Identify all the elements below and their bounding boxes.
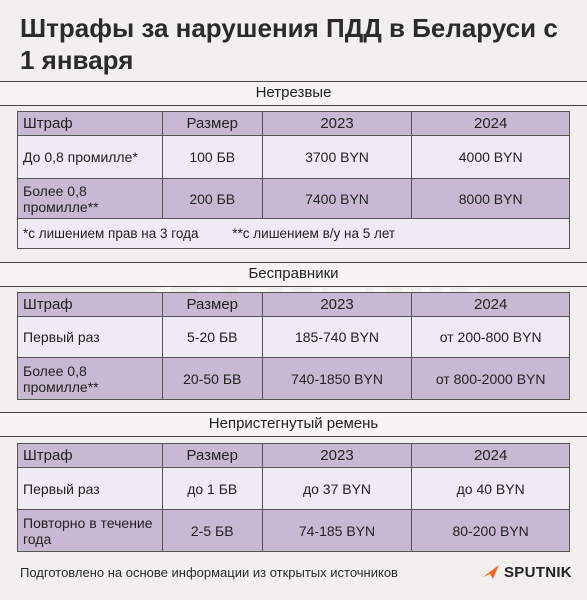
column-header-amount: Размер: [161, 111, 263, 136]
logo-text: SPUTNIK: [504, 563, 572, 581]
cell-2024: от 800-2000 BYN: [411, 357, 570, 400]
column-header-amount: Размер: [161, 292, 263, 317]
cell-2024: от 200-800 BYN: [411, 316, 570, 358]
cell-fine: Повторно в течение года: [17, 509, 163, 552]
footnote-license-3-years: *с лишением прав на 3 года: [23, 226, 199, 241]
column-header-amount: Размер: [161, 443, 263, 468]
table-row: Повторно в течение года 2-5 БВ 74-185 BY…: [17, 509, 570, 552]
column-header-fine: Штраф: [17, 292, 163, 317]
sputnik-logo: SPUTNIK: [482, 561, 572, 583]
column-header-2023: 2023: [261, 111, 413, 136]
column-header-2023: 2023: [261, 292, 413, 317]
cell-fine: До 0,8 промилле*: [17, 135, 163, 179]
cell-2023: 740-1850 BYN: [261, 357, 413, 400]
table-drunk: Штраф Размер 2023 2024 До 0,8 промилле* …: [17, 111, 570, 249]
cell-fine: Первый раз: [17, 467, 163, 510]
column-header-2024: 2024: [411, 292, 570, 317]
page-title: Штрафы за нарушения ПДД в Беларуси с 1 я…: [20, 13, 558, 75]
cell-amount: 100 БВ: [161, 135, 263, 179]
table-row: Более 0,8 промилле** 20-50 БВ 740-1850 B…: [17, 357, 570, 400]
column-header-fine: Штраф: [17, 443, 163, 468]
table-header-row: Штраф Размер 2023 2024: [17, 443, 570, 468]
column-header-fine: Штраф: [17, 111, 163, 136]
cell-2023: 74-185 BYN: [261, 509, 413, 552]
section-header-unlicensed: Бесправники: [0, 262, 587, 287]
source-note: Подготовлено на основе информации из отк…: [20, 565, 398, 580]
table-header-row: Штраф Размер 2023 2024: [17, 292, 570, 317]
table-row: Первый раз 5-20 БВ 185-740 BYN от 200-80…: [17, 316, 570, 358]
table-header-row: Штраф Размер 2023 2024: [17, 111, 570, 136]
column-header-2024: 2024: [411, 111, 570, 136]
cell-2024: до 40 BYN: [411, 467, 570, 510]
footnote-row: *с лишением прав на 3 года **с лишением …: [17, 218, 570, 249]
cell-2023: 7400 BYN: [261, 178, 413, 219]
section-header-seatbelt: Непристегнутый ремень: [0, 412, 587, 437]
section-header-drunk: Нетрезвые: [0, 81, 587, 106]
table-unlicensed: Штраф Размер 2023 2024 Первый раз 5-20 Б…: [17, 292, 570, 400]
footnote-cell: *с лишением прав на 3 года **с лишением …: [17, 218, 570, 249]
table-row: Более 0,8 промилле** 200 БВ 7400 BYN 800…: [17, 178, 570, 219]
table-row: До 0,8 промилле* 100 БВ 3700 BYN 4000 BY…: [17, 135, 570, 179]
table-seatbelt: Штраф Размер 2023 2024 Первый раз до 1 Б…: [17, 443, 570, 552]
cell-2023: 185-740 BYN: [261, 316, 413, 358]
cell-2024: 4000 BYN: [411, 135, 570, 179]
cell-amount: 2-5 БВ: [161, 509, 263, 552]
column-header-2023: 2023: [261, 443, 413, 468]
footnote-license-5-years: **с лишением в/у на 5 лет: [232, 226, 396, 241]
cell-amount: 20-50 БВ: [161, 357, 263, 400]
table-row: Первый раз до 1 БВ до 37 BYN до 40 BYN: [17, 467, 570, 510]
column-header-2024: 2024: [411, 443, 570, 468]
cell-amount: до 1 БВ: [161, 467, 263, 510]
cell-fine: Более 0,8 промилле**: [17, 178, 163, 219]
sputnik-logo-icon: [483, 565, 499, 579]
cell-fine: Более 0,8 промилле**: [17, 357, 163, 400]
cell-2023: 3700 BYN: [261, 135, 413, 179]
cell-fine: Первый раз: [17, 316, 163, 358]
cell-2023: до 37 BYN: [261, 467, 413, 510]
cell-amount: 200 БВ: [161, 178, 263, 219]
cell-amount: 5-20 БВ: [161, 316, 263, 358]
cell-2024: 8000 BYN: [411, 178, 570, 219]
cell-2024: 80-200 BYN: [411, 509, 570, 552]
